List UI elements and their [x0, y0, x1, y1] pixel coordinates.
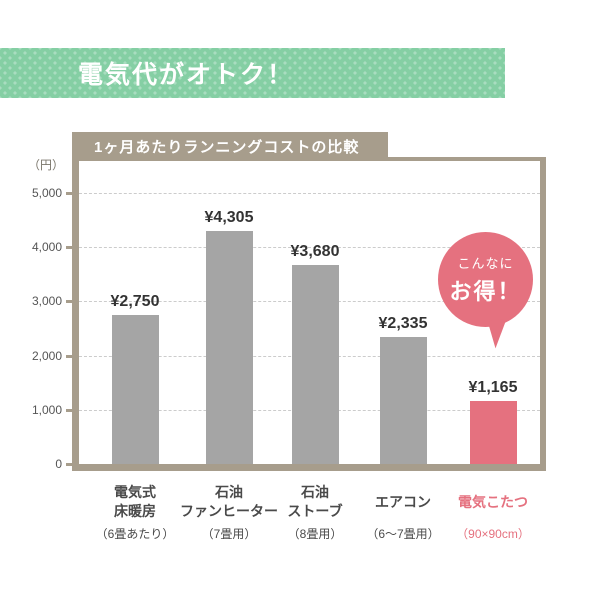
y-tick-mark: [66, 192, 73, 195]
x-category-label: 電気式床暖房 （6畳あたり）: [73, 482, 197, 542]
callout-bubble-tail: [487, 319, 510, 349]
chart-panel: ¥2,750 ¥4,305 ¥3,680 ¥2,335 ¥1,165: [72, 157, 546, 471]
header-banner: 電気代がオトク！: [0, 48, 505, 98]
bar-value-label: ¥2,335: [378, 315, 428, 332]
y-tick-mark: [66, 300, 73, 303]
category-name-line: 石油: [215, 484, 243, 500]
bar-value-label: ¥3,680: [290, 243, 340, 260]
callout-line1: こんなに: [457, 256, 514, 271]
bar: [379, 337, 427, 464]
category-name-line: エアコン: [375, 493, 431, 510]
category-note: （6畳あたり）: [95, 527, 175, 541]
y-tick-label: 3,000: [31, 294, 62, 308]
y-tick-mark: [66, 355, 73, 358]
x-category-label: 電気こたつ （90×90cm）: [431, 482, 555, 542]
chart-title-bar: 1ヶ月あたりランニングコストの比較: [72, 132, 388, 161]
bar-value-label: ¥1,165: [468, 379, 518, 396]
header-title: 電気代がオトク！: [78, 61, 295, 89]
bar-highlighted: [469, 401, 517, 464]
y-axis-unit-label: （円）: [27, 158, 64, 172]
y-tick-label: 5,000: [31, 186, 62, 200]
y-tick-label: 4,000: [31, 240, 62, 254]
category-name-line: ファンヒーター: [180, 503, 278, 519]
category-name-line: 電気式: [114, 484, 156, 500]
y-tick-mark: [66, 409, 73, 412]
category-note: （6～7畳用）: [366, 527, 440, 541]
gridline: [79, 247, 540, 248]
category-name-line: 床暖房: [114, 503, 156, 519]
category-name-line: 電気こたつ: [458, 493, 528, 510]
category-name-line: 石油: [301, 484, 329, 500]
bar: [291, 265, 339, 464]
chart-title: 1ヶ月あたりランニングコストの比較: [94, 139, 360, 156]
y-tick-mark: [66, 246, 73, 249]
callout-bubble: こんなに お得！: [438, 232, 533, 327]
category-name-line: ストーブ: [287, 503, 343, 519]
x-category-label: 石油ストーブ （8畳用）: [253, 482, 377, 542]
bar: [205, 231, 253, 464]
category-note: （90×90cm）: [456, 527, 530, 541]
bar: [111, 315, 159, 464]
bar-value-label: ¥4,305: [204, 209, 254, 226]
category-note: （8畳用）: [287, 527, 343, 541]
x-category-label: エアコン （6～7畳用）: [341, 482, 465, 542]
bars-layer: ¥2,750 ¥4,305 ¥3,680 ¥2,335 ¥1,165: [79, 161, 540, 464]
y-tick-label: 2,000: [31, 349, 62, 363]
y-tick-label: 1,000: [31, 403, 62, 417]
y-tick-mark: [66, 463, 73, 466]
bar-value-label: ¥2,750: [110, 293, 160, 310]
gridline: [79, 193, 540, 194]
callout-line2: お得！: [449, 279, 522, 304]
x-category-label: 石油ファンヒーター （7畳用）: [167, 482, 291, 542]
y-tick-label: 0: [55, 457, 62, 471]
category-note: （7畳用）: [201, 527, 257, 541]
